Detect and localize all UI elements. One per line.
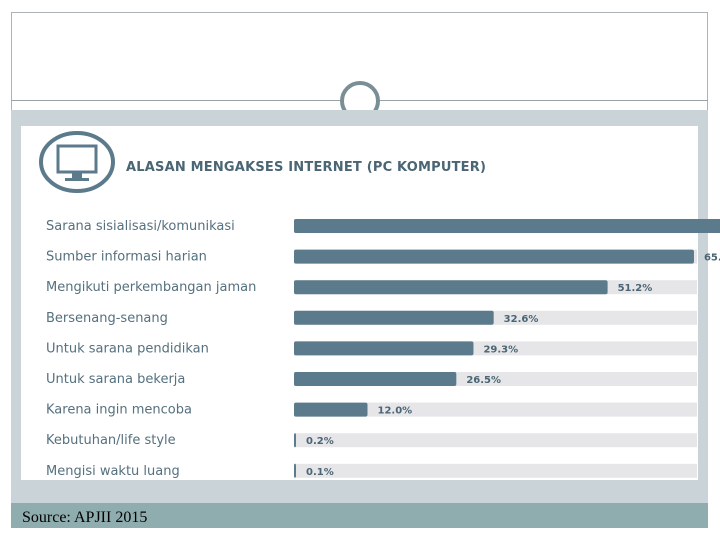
icon-ring — [39, 131, 115, 193]
chart-title: ALASAN MENGAKSES INTERNET (PC KOMPUTER) — [126, 160, 487, 175]
category-label: Untuk sarana pendidikan — [46, 341, 209, 356]
bar — [294, 463, 296, 478]
value-label: 32.6% — [504, 314, 539, 325]
value-label: 51.2% — [618, 283, 653, 294]
category-label: Karena ingin mencoba — [46, 403, 192, 418]
monitor-icon — [39, 131, 115, 193]
category-label: Bersenang-senang — [46, 311, 168, 326]
bar — [294, 280, 608, 295]
bar — [294, 249, 694, 264]
value-label: 0.1% — [306, 467, 334, 478]
bar — [294, 372, 457, 386]
value-label: 12.0% — [378, 406, 413, 417]
source-bar — [11, 503, 708, 528]
source-text: Source: APJII 2015 — [22, 509, 148, 526]
value-label: 29.3% — [483, 344, 518, 355]
category-label: Mengikuti perkembangan jaman — [46, 280, 256, 295]
chart-panel — [21, 126, 698, 480]
bar — [294, 310, 494, 325]
category-label: Mengisi waktu luang — [46, 464, 180, 479]
bar-track — [294, 433, 697, 448]
monitor-neck — [72, 172, 82, 178]
bar — [294, 219, 720, 233]
category-label: Sumber informasi harian — [46, 250, 207, 265]
category-label: Kebutuhan/life style — [46, 433, 176, 448]
value-label: 0.2% — [306, 436, 334, 447]
value-label: 65.3% — [704, 253, 720, 264]
bar-track — [294, 402, 697, 417]
monitor-base — [65, 178, 89, 181]
bar-track — [294, 463, 697, 478]
bar — [294, 433, 296, 448]
value-label: 26.5% — [466, 375, 501, 386]
category-label: Sarana sisialisasi/komunikasi — [46, 219, 235, 234]
bar — [294, 341, 474, 356]
category-label: Untuk sarana bekerja — [46, 372, 185, 387]
bar — [294, 402, 368, 417]
